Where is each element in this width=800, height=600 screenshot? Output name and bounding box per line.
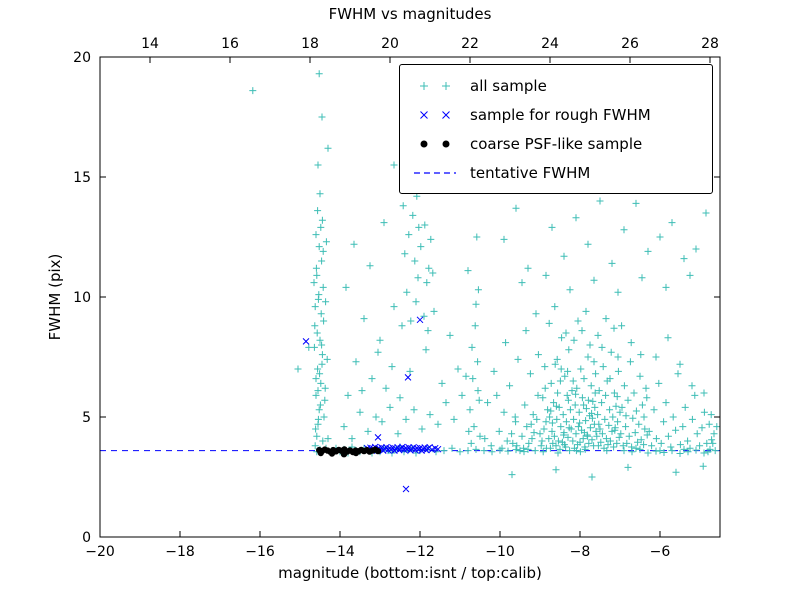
svg-text:−10: −10 xyxy=(485,544,515,560)
svg-text:20: 20 xyxy=(381,36,399,52)
x-axis-label: magnitude (bottom:isnt / top:calib) xyxy=(278,564,542,582)
svg-text:14: 14 xyxy=(141,36,159,52)
x-marker-icon xyxy=(420,110,450,119)
legend-row-all-sample: all sample xyxy=(400,71,712,100)
legend-row-coarse-psf: coarse PSF-like sample xyxy=(400,129,712,158)
svg-text:22: 22 xyxy=(461,36,479,52)
svg-text:15: 15 xyxy=(73,170,91,186)
svg-text:10: 10 xyxy=(73,290,91,306)
svg-text:−12: −12 xyxy=(405,544,435,560)
svg-text:−6: −6 xyxy=(650,544,671,560)
svg-text:−18: −18 xyxy=(165,544,195,560)
legend-row-tentative-fwhm: tentative FWHM xyxy=(400,158,712,187)
dot-marker-icon xyxy=(420,140,450,147)
svg-text:20: 20 xyxy=(73,50,91,66)
svg-text:5: 5 xyxy=(82,410,91,426)
svg-text:26: 26 xyxy=(621,36,639,52)
legend-item-label: coarse PSF-like sample xyxy=(470,134,643,153)
svg-text:−16: −16 xyxy=(245,544,275,560)
legend: all sample sample for rough FWHM coarse … xyxy=(399,64,713,194)
legend-item-label: sample for rough FWHM xyxy=(470,105,651,124)
legend-item-label: all sample xyxy=(470,76,547,95)
svg-text:24: 24 xyxy=(541,36,559,52)
y-axis-label: FWHM (pix) xyxy=(46,253,64,341)
svg-text:0: 0 xyxy=(82,530,91,546)
svg-text:28: 28 xyxy=(701,36,719,52)
dashed-line-icon xyxy=(414,171,456,174)
svg-text:−8: −8 xyxy=(570,544,591,560)
svg-text:−14: −14 xyxy=(325,544,355,560)
svg-text:−20: −20 xyxy=(85,544,115,560)
plus-marker-icon xyxy=(420,81,450,90)
svg-text:16: 16 xyxy=(221,36,239,52)
legend-row-rough-fwhm: sample for rough FWHM xyxy=(400,100,712,129)
legend-item-label: tentative FWHM xyxy=(470,163,591,182)
svg-text:18: 18 xyxy=(301,36,319,52)
chart-title: FWHM vs magnitudes xyxy=(328,5,492,23)
